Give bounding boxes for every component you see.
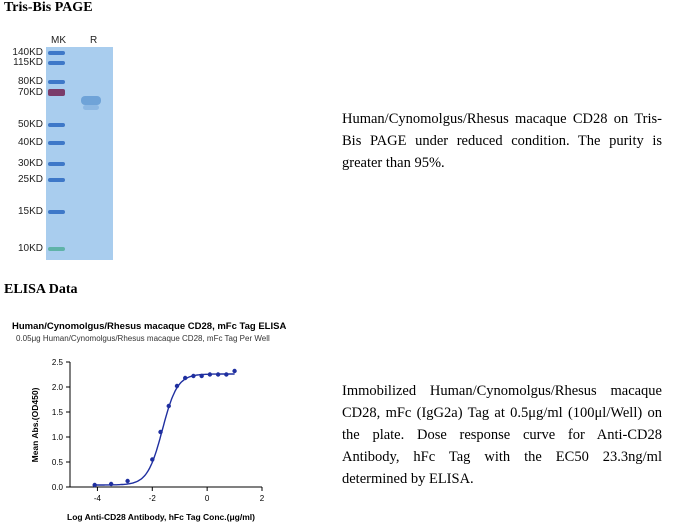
lane-label-r: R: [90, 35, 98, 46]
x-tick-label: 0: [205, 494, 210, 503]
data-point: [199, 373, 204, 379]
x-tick-label: -4: [94, 494, 102, 503]
gel-section-title: Tris-Bis PAGE: [4, 0, 93, 15]
lane-label-mk: MK: [51, 35, 66, 46]
data-point: [174, 383, 180, 389]
marker-band: [48, 141, 65, 145]
mw-label: 115KD: [13, 57, 43, 68]
data-point: [183, 375, 188, 381]
y-axis-label: Mean Abs.(OD450): [30, 387, 40, 462]
y-tick-label: 1.0: [52, 433, 64, 442]
data-point: [191, 373, 196, 379]
elisa-section-title: ELISA Data: [4, 282, 78, 297]
mw-label: 50KD: [17, 119, 43, 130]
sample-band-tail: [83, 105, 99, 110]
gel-image: [46, 47, 113, 260]
marker-band: [48, 178, 65, 182]
mw-label: 40KD: [17, 137, 43, 148]
mw-label: 10KD: [17, 243, 43, 254]
mw-label: 140KD: [12, 47, 43, 58]
mw-label: 30KD: [17, 158, 43, 169]
data-point: [215, 372, 221, 377]
y-tick-label: 0.5: [52, 458, 64, 467]
x-tick-label: 2: [260, 494, 265, 503]
data-point: [108, 481, 114, 487]
y-tick-label: 0.0: [52, 483, 64, 492]
marker-band: [48, 123, 65, 127]
mw-label: 70KD: [17, 87, 43, 98]
marker-band: [48, 162, 65, 166]
marker-band: [48, 80, 65, 84]
y-tick-label: 2.5: [52, 358, 64, 367]
elisa-description: Immobilized Human/Cynomolgus/Rhesus maca…: [342, 383, 662, 487]
data-point: [232, 368, 237, 374]
data-point: [166, 403, 171, 409]
x-axis-label: Log Anti-CD28 Antibody, hFc Tag Conc.(μg…: [67, 512, 255, 522]
sample-band: [81, 96, 101, 105]
y-tick-label: 2.0: [52, 383, 64, 392]
data-point: [224, 372, 229, 377]
gel-description: Human/Cynomolgus/Rhesus macaque CD28 on …: [342, 111, 662, 171]
chart-subtitle: 0.05μg Human/Cynomolgus/Rhesus macaque C…: [16, 334, 270, 343]
data-point: [125, 478, 130, 484]
mw-label: 80KD: [17, 76, 43, 87]
marker-band: [48, 51, 65, 55]
marker-band: [48, 247, 65, 251]
data-point: [92, 482, 97, 488]
fit-curve: [94, 373, 235, 486]
elisa-chart: Mean Abs.(OD450) Log Anti-CD28 Antibody,…: [30, 358, 265, 522]
chart-title: Human/Cynomolgus/Rhesus macaque CD28, mF…: [12, 321, 287, 332]
mw-label: 15KD: [17, 206, 43, 217]
mw-label: 25KD: [17, 174, 43, 185]
y-tick-label: 1.5: [52, 408, 64, 417]
marker-band: [48, 210, 65, 214]
data-point: [150, 457, 155, 462]
x-tick-label: -2: [149, 494, 157, 503]
marker-band: [48, 89, 65, 96]
data-point: [207, 372, 213, 377]
marker-band: [48, 61, 65, 65]
data-point: [158, 429, 163, 435]
